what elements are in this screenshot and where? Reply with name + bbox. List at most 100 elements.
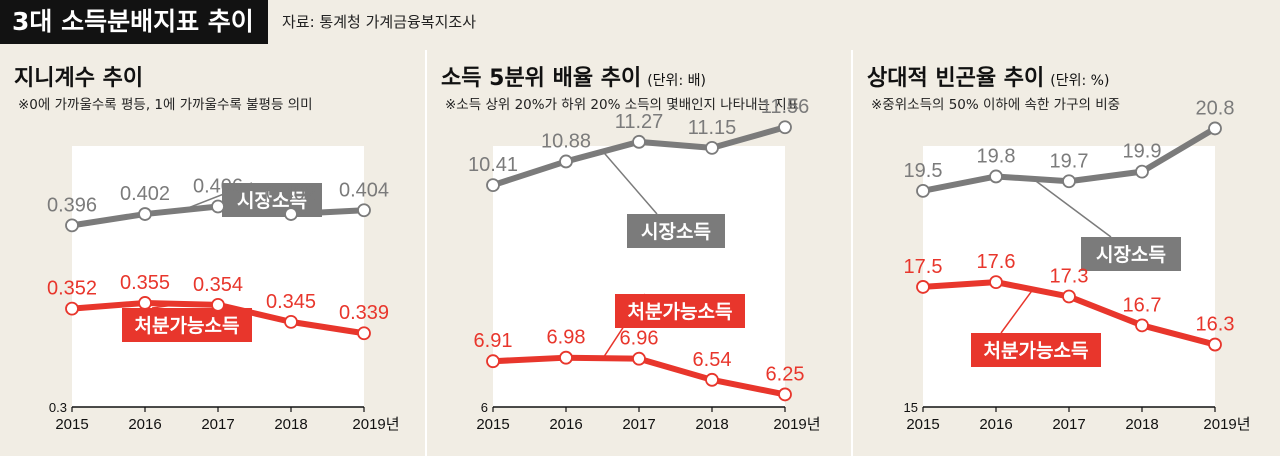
panel-title-text: 지니계수 추이	[14, 66, 144, 91]
data-label: 17.5	[904, 256, 943, 278]
data-label: 6.25	[766, 363, 805, 385]
data-label: 17.3	[1050, 266, 1089, 288]
y-axis-min-label: 6	[481, 400, 488, 415]
panel-unit: (단위: 배)	[647, 73, 706, 89]
data-point	[1208, 337, 1222, 352]
data-label: 19.9	[1123, 141, 1162, 163]
x-tick-label: 2019년	[352, 416, 399, 433]
data-point	[1135, 318, 1149, 333]
data-label: 11.27	[615, 111, 664, 133]
data-point	[989, 169, 1003, 184]
panel-divider	[851, 50, 853, 456]
quintile-ratio-panel: 소득 5분위 배율 추이 (단위: 배) ※소득 상위 20%가 하위 20% 소…	[427, 50, 851, 456]
series-label-box	[122, 308, 252, 342]
data-point	[705, 140, 719, 155]
data-label: 0.402	[266, 183, 316, 205]
panel-title-text: 소득 5분위 배율 추이	[441, 66, 642, 91]
series-label: 시장소득	[237, 190, 307, 212]
data-point	[632, 351, 646, 366]
series-label-connector	[151, 303, 183, 309]
data-point	[357, 203, 371, 218]
x-tick-label: 2017	[1052, 416, 1085, 433]
header: 3대 소득분배지표 추이 자료: 통계청 가계금융복지조사	[0, 0, 1280, 48]
data-label: 0.354	[193, 274, 243, 296]
x-tick-label: 2016	[979, 416, 1012, 433]
data-label: 11.56	[761, 96, 810, 118]
series-label-box	[222, 183, 322, 217]
series-label-box	[615, 294, 745, 328]
data-label: 0.404	[339, 179, 389, 201]
x-tick-label: 2016	[128, 416, 161, 433]
data-label: 19.7	[1050, 150, 1089, 172]
series-label-connector	[602, 151, 658, 215]
data-label: 0.396	[47, 194, 97, 216]
data-label: 0.406	[193, 175, 243, 197]
panel-title: 상대적 빈곤율 추이 (단위: %)	[867, 60, 1109, 92]
panel-title-text: 상대적 빈곤율 추이	[867, 66, 1045, 91]
data-point	[211, 297, 225, 312]
y-axis-min-label: 0.3	[49, 400, 67, 415]
panel-divider	[425, 50, 427, 456]
series-label: 처분가능소득	[135, 315, 240, 337]
data-label: 6.98	[547, 327, 586, 349]
data-point	[559, 350, 573, 365]
series-label-box	[627, 214, 725, 248]
x-tick-label: 2016	[549, 416, 582, 433]
data-label: 19.8	[977, 145, 1016, 167]
data-point	[559, 154, 573, 169]
data-point	[705, 372, 719, 387]
y-axis-min-label: 15	[904, 400, 918, 415]
data-point	[284, 314, 298, 329]
data-point	[357, 326, 371, 341]
data-label: 20.8	[1196, 97, 1235, 119]
data-label: 16.7	[1123, 294, 1162, 316]
series-label: 처분가능소득	[984, 340, 1089, 362]
x-tick-label: 2019년	[1203, 416, 1250, 433]
data-label: 6.96	[620, 328, 659, 350]
series-label: 시장소득	[641, 221, 711, 243]
data-point	[486, 178, 500, 193]
data-point	[1062, 174, 1076, 189]
data-point	[65, 301, 79, 316]
x-tick-label: 2018	[274, 416, 307, 433]
x-tick-label: 2018	[695, 416, 728, 433]
panel-note: ※소득 상위 20%가 하위 20% 소득의 몇배인지 나타내는 지표	[445, 97, 800, 113]
x-tick-label: 2015	[476, 416, 509, 433]
series-label-connector	[1032, 178, 1112, 238]
data-point	[1135, 164, 1149, 179]
data-point	[138, 207, 152, 221]
data-point	[778, 120, 792, 135]
data-point	[65, 218, 79, 233]
series-label: 처분가능소득	[628, 301, 733, 323]
data-label: 0.345	[266, 291, 316, 313]
data-label: 0.339	[339, 302, 389, 324]
series-label-box	[1081, 237, 1181, 271]
panel-note: ※0에 가까울수록 평등, 1에 가까울수록 불평등 의미	[18, 97, 313, 113]
x-tick-label: 2019년	[773, 416, 820, 433]
data-label: 10.88	[541, 130, 591, 152]
x-tick-label: 2018	[1125, 416, 1158, 433]
panel-title: 지니계수 추이	[14, 60, 149, 92]
page-title: 3대 소득분배지표 추이	[0, 0, 268, 44]
data-label: 6.54	[693, 349, 732, 371]
panel-unit: (단위: %)	[1050, 73, 1110, 89]
data-label: 0.352	[47, 278, 97, 300]
data-point	[632, 134, 646, 149]
data-label: 19.5	[904, 160, 943, 182]
x-tick-label: 2015	[55, 416, 88, 433]
x-tick-label: 2017	[201, 416, 234, 433]
data-point	[916, 183, 930, 198]
series-label: 시장소득	[1096, 244, 1166, 266]
data-point	[486, 354, 500, 369]
data-point	[1208, 121, 1222, 136]
x-tick-label: 2015	[906, 416, 939, 433]
data-label: 10.41	[468, 154, 518, 176]
data-point	[211, 199, 225, 214]
data-label: 0.402	[120, 183, 170, 205]
data-label: 0.355	[120, 272, 170, 294]
panel-note: ※중위소득의 50% 이하에 속한 가구의 비중	[871, 97, 1121, 113]
data-point	[1062, 289, 1076, 304]
plot-area	[493, 146, 785, 407]
